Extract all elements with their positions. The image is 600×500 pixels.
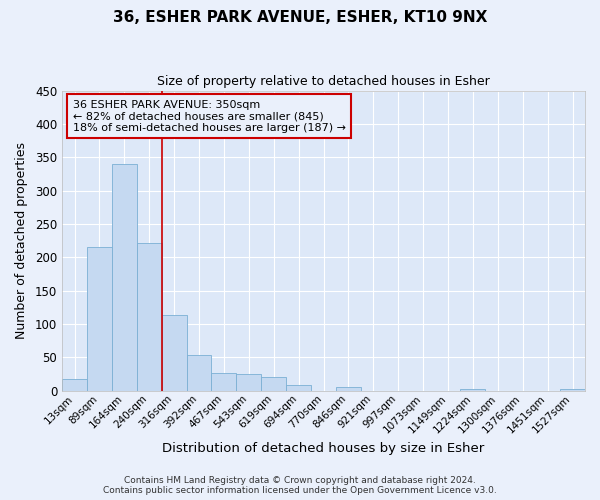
Text: 36, ESHER PARK AVENUE, ESHER, KT10 9NX: 36, ESHER PARK AVENUE, ESHER, KT10 9NX [113,10,487,25]
Bar [261,378,286,390]
Title: Size of property relative to detached houses in Esher: Size of property relative to detached ho… [157,75,490,88]
Bar [286,386,311,390]
Bar [87,248,112,390]
X-axis label: Distribution of detached houses by size in Esher: Distribution of detached houses by size … [163,442,485,455]
Bar [112,164,137,390]
Text: Contains HM Land Registry data © Crown copyright and database right 2024.
Contai: Contains HM Land Registry data © Crown c… [103,476,497,495]
Text: 36 ESHER PARK AVENUE: 350sqm
← 82% of detached houses are smaller (845)
18% of s: 36 ESHER PARK AVENUE: 350sqm ← 82% of de… [73,100,346,133]
Bar [187,356,211,390]
Bar [161,316,187,390]
Bar [62,380,87,390]
Bar [236,374,261,390]
Bar [137,244,161,390]
Bar [211,374,236,390]
Y-axis label: Number of detached properties: Number of detached properties [15,142,28,339]
Bar [336,388,361,390]
